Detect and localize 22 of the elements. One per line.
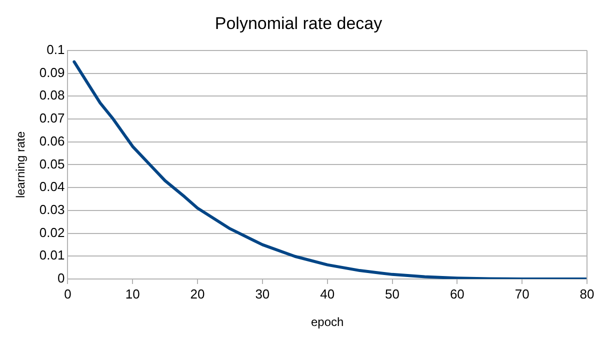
y-tick-label: 0.05 [39, 156, 65, 172]
y-tick-label: 0.07 [39, 110, 65, 126]
y-tick-label: 0.04 [39, 179, 65, 194]
x-tick-label: 10 [125, 286, 140, 302]
y-tick-label: 0.09 [39, 64, 65, 80]
chart-title: Polynomial rate decay [214, 14, 383, 33]
x-tick-label: 30 [255, 286, 270, 302]
x-tick-label: 20 [190, 286, 205, 302]
y-tick-label: 0.08 [39, 88, 65, 103]
y-tick-label: 0.06 [39, 133, 65, 148]
x-tick-label: 40 [320, 286, 335, 302]
y-tick-label: 0.03 [39, 202, 65, 217]
y-axis-title: learning rate [14, 131, 28, 198]
x-tick-label: 70 [514, 286, 530, 302]
x-tick-label: 60 [450, 286, 464, 302]
y-tick-label: 0.1 [46, 42, 65, 57]
y-tick-label: 0.02 [39, 224, 65, 240]
x-tick-label: 80 [580, 286, 594, 302]
y-tick-label: 0.01 [39, 248, 65, 263]
x-tick-label: 50 [385, 286, 400, 302]
y-tick-label: 0 [57, 270, 65, 286]
x-axis-title: epoch [311, 315, 344, 330]
